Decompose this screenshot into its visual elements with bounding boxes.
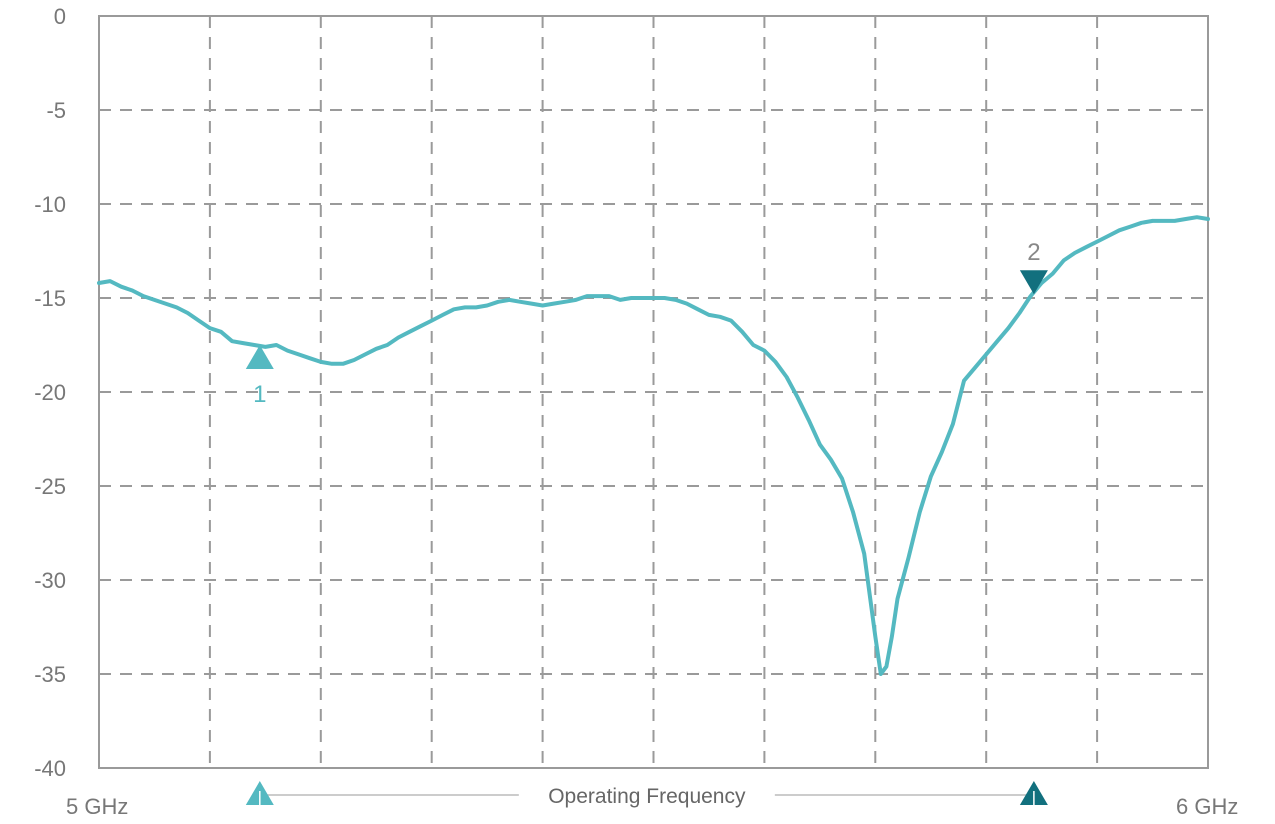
x-tick-label-end: 6 GHz — [1176, 794, 1238, 819]
y-tick-label: -20 — [34, 380, 66, 405]
y-tick-label: -30 — [34, 568, 66, 593]
series-line — [97, 215, 1210, 676]
y-tick-label: -35 — [34, 662, 66, 687]
y-tick-label: -5 — [46, 98, 66, 123]
marker-triangle-icon — [245, 345, 274, 369]
marker-label: 2 — [1027, 239, 1040, 266]
y-tick-label: -10 — [34, 192, 66, 217]
marker-triangle-icon — [1019, 270, 1048, 295]
plot-frame — [98, 15, 1209, 769]
y-tick-label: -40 — [34, 756, 66, 781]
markers: 12 — [245, 239, 1048, 408]
marker-label: 1 — [253, 381, 266, 408]
y-tick-label: -25 — [34, 474, 66, 499]
y-tick-label: 0 — [54, 4, 66, 29]
operating-frequency-band: Operating Frequency — [245, 781, 1048, 808]
grid — [99, 16, 1208, 768]
x-tick-label-start: 5 GHz — [66, 794, 128, 819]
y-axis-ticks: 0 -5 -10 -15 -20 -25 -30 -35 -40 — [34, 4, 66, 781]
y-tick-label: -15 — [34, 286, 66, 311]
series — [97, 215, 1210, 676]
operating-frequency-label: Operating Frequency — [548, 785, 746, 808]
